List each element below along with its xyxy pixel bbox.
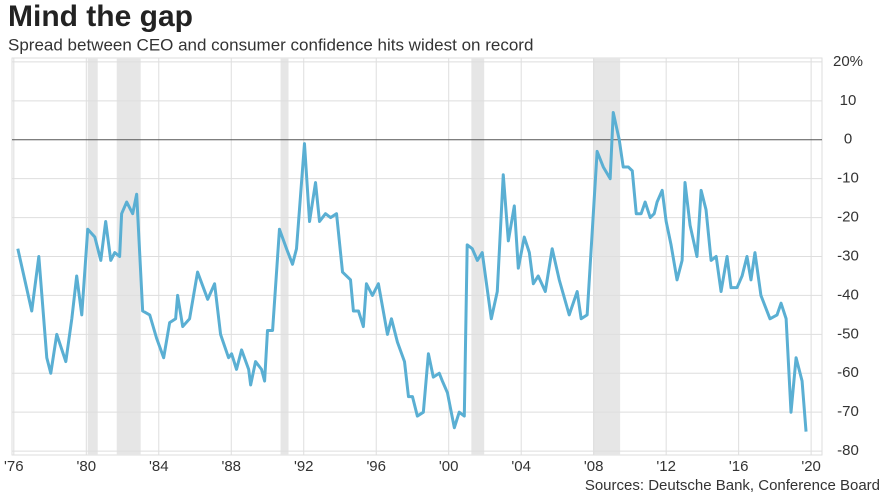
- chart-title: Mind the gap: [8, 0, 193, 33]
- y-tick-label: 20%: [833, 53, 863, 70]
- y-tick-label: 0: [844, 131, 852, 148]
- x-tick-label: '80: [77, 458, 97, 475]
- x-tick-label: '88: [221, 458, 241, 475]
- x-tick-label: '04: [511, 458, 531, 475]
- source: Sources: Deutsche Bank, Conference Board: [585, 477, 880, 494]
- y-tick-label: -40: [837, 286, 859, 303]
- y-tick-label: -50: [837, 325, 859, 342]
- y-tick-label: -80: [837, 442, 859, 459]
- x-tick-label: '84: [149, 458, 169, 475]
- y-tick-label: -10: [837, 170, 859, 187]
- x-tick-label: '00: [439, 458, 459, 475]
- x-tick-label: '76: [4, 458, 24, 475]
- y-tick-label: -20: [837, 209, 859, 226]
- y-tick-label: -70: [837, 403, 859, 420]
- x-tick-label: '92: [294, 458, 314, 475]
- y-tick-label: -60: [837, 364, 859, 381]
- x-tick-label: '96: [366, 458, 386, 475]
- x-tick-label: '08: [584, 458, 604, 475]
- chart-subtitle: Spread between CEO and consumer confiden…: [8, 35, 533, 54]
- y-tick-label: -30: [837, 247, 859, 264]
- x-tick-label: '20: [801, 458, 821, 475]
- y-tick-label: 10: [840, 92, 857, 109]
- data-line: [16, 110, 808, 432]
- x-tick-label: '12: [656, 458, 676, 475]
- x-tick-label: '16: [729, 458, 749, 475]
